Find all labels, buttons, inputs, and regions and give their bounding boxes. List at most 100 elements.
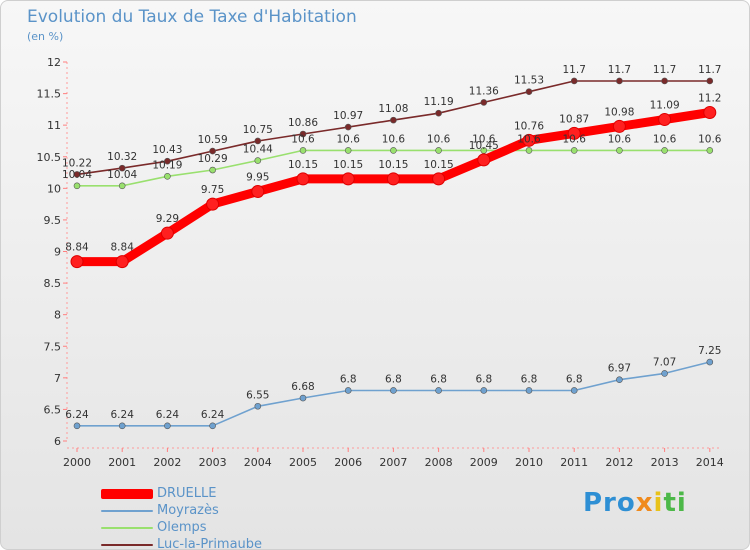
data-label: 11.53 [514, 75, 544, 87]
data-point [570, 147, 578, 154]
x-tick-label: 2000 [63, 456, 91, 469]
data-point [160, 226, 174, 240]
data-label: 9.95 [246, 171, 269, 183]
proxiti-logo: Proxiti [583, 488, 687, 518]
data-label: 10.15 [378, 159, 408, 171]
data-label: 11.36 [469, 85, 499, 97]
x-tick-label: 2008 [425, 456, 453, 469]
data-label: 10.6 [608, 133, 632, 145]
data-point [390, 387, 397, 394]
data-label: 11.08 [378, 103, 408, 115]
data-point [432, 172, 446, 186]
data-point [118, 182, 126, 190]
data-point [115, 255, 129, 269]
legend-item: Moyrazès [101, 502, 262, 519]
data-label: 10.44 [243, 144, 273, 156]
x-tick-label: 2013 [651, 456, 679, 469]
data-point [70, 255, 84, 269]
data-label: 6.8 [340, 373, 357, 385]
data-label: 6.24 [156, 409, 180, 421]
data-label: 11.19 [424, 96, 454, 108]
data-label: 7.07 [653, 356, 676, 368]
data-point [658, 112, 672, 126]
data-label: 10.87 [559, 113, 589, 125]
data-label: 6.24 [111, 409, 135, 421]
data-label: 6.8 [475, 373, 492, 385]
data-point [616, 77, 623, 85]
data-point [344, 123, 352, 131]
data-point [706, 77, 714, 85]
data-label: 10.43 [152, 144, 182, 156]
data-point [254, 402, 262, 410]
data-point [706, 358, 714, 366]
data-point [299, 147, 307, 154]
data-labels: 6.24 6.24 6.24 6.24 6.55 6.68 6.8 6.8 6.8 6.8 6.8 6… [62, 64, 722, 421]
data-point [525, 147, 533, 154]
legend-swatch [101, 488, 153, 499]
data-label: 6.55 [246, 389, 269, 401]
data-point [299, 394, 307, 402]
series-layer [70, 77, 717, 430]
legend-swatch [101, 526, 153, 529]
legend-label: Luc-la-Primaube [157, 537, 263, 550]
x-tick-label: 2012 [605, 456, 633, 469]
x-tick-label: 2009 [470, 456, 498, 469]
y-tick-label: 11 [47, 119, 61, 132]
axes: 6 6.5 7 7.5 8 8.5 9 9.5 10 10.5 11 11.5 12 2000 2001 20… [37, 56, 724, 469]
data-point [344, 387, 352, 394]
data-label: 7.25 [698, 345, 721, 357]
logo-part: Pro [583, 488, 636, 518]
data-point [118, 422, 126, 430]
data-label: 11.2 [698, 93, 721, 105]
legend-item: DRUELLE [101, 485, 262, 502]
data-label: 10.86 [288, 117, 318, 129]
x-tick-label: 2005 [289, 456, 317, 469]
data-point [435, 109, 442, 117]
series-moyraz-s [73, 358, 714, 430]
data-point [612, 119, 626, 133]
data-label: 10.04 [62, 169, 92, 181]
data-label: 10.6 [563, 133, 587, 145]
data-point [706, 147, 714, 154]
data-label: 10.6 [337, 133, 361, 145]
data-point [522, 133, 536, 147]
y-tick-label: 11.5 [37, 88, 62, 101]
y-tick-label: 6 [54, 435, 61, 448]
data-label: 10.04 [107, 169, 137, 181]
legend-item: Luc-la-Primaube [101, 536, 263, 550]
data-point [73, 171, 81, 178]
x-tick-label: 2010 [515, 456, 543, 469]
data-point [73, 422, 81, 430]
data-point [344, 147, 352, 154]
y-tick-label: 8 [54, 309, 61, 322]
logo-part: ti [663, 488, 687, 518]
x-tick-label: 2014 [696, 456, 724, 469]
data-point [703, 106, 717, 120]
series-luc-la-primaube [73, 77, 714, 178]
y-tick-label: 8.5 [44, 277, 62, 290]
y-tick-label: 10 [47, 182, 61, 195]
data-label: 6.24 [201, 409, 225, 421]
data-point [435, 387, 442, 394]
logo-part: i [653, 488, 664, 518]
data-label: 11.09 [650, 99, 680, 111]
data-point [480, 99, 488, 106]
data-point [164, 422, 171, 430]
legend-swatch [101, 509, 153, 512]
data-point [209, 166, 216, 174]
x-tick-label: 2011 [560, 456, 588, 469]
data-point [386, 172, 400, 186]
data-label: 9.29 [156, 213, 179, 225]
data-label: 10.98 [604, 106, 634, 118]
data-point [164, 157, 171, 165]
data-point [299, 130, 307, 138]
data-label: 9.75 [201, 184, 224, 196]
data-label: 6.68 [291, 381, 314, 393]
data-point [480, 387, 488, 394]
data-point [206, 197, 220, 211]
chart-unit-label: (en %) [27, 30, 64, 43]
data-label: 10.6 [517, 133, 541, 145]
x-tick-label: 2002 [153, 456, 181, 469]
